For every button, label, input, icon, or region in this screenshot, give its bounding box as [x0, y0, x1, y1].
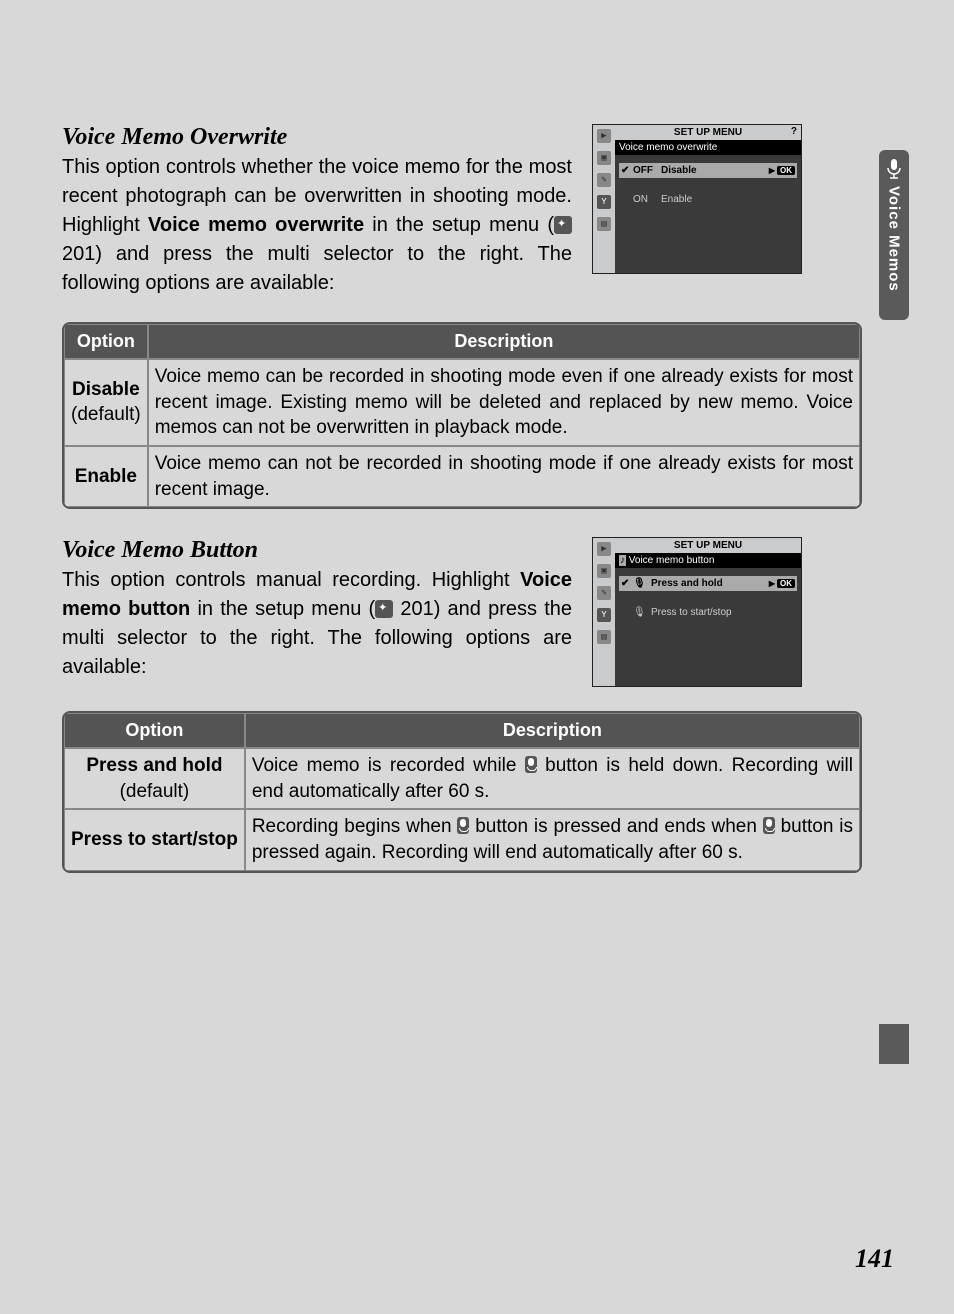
play-icon: ▶	[597, 542, 611, 556]
lcd-off-label: OFF	[633, 165, 661, 176]
section-title: Voice Memo Overwrite	[62, 124, 572, 151]
table-row-enable: Enable Voice memo can not be recorded in…	[64, 446, 860, 507]
play-icon: ▶	[597, 129, 611, 143]
wrench-icon: Y	[597, 608, 611, 622]
table-overwrite-options: Option Description Disable (default) Voi…	[62, 322, 862, 509]
lcd-title: SET UP MENU	[615, 538, 801, 553]
lcd-subtitle: ♪ Voice memo button	[615, 553, 801, 568]
side-tab: Voice Memos	[879, 150, 909, 320]
body-bold: Voice memo over­write	[148, 214, 364, 236]
lcd-main: SET UP MENU ♪ Voice memo button ✔ 🎙︎ Pre…	[615, 538, 801, 686]
check-icon: ✔	[621, 578, 633, 589]
body-text: in the setup menu (	[190, 598, 375, 620]
microphone-icon	[763, 817, 775, 834]
microphone-icon	[457, 817, 469, 834]
option-name: Press and hold	[86, 755, 222, 776]
table-header-row: Option Description	[64, 713, 860, 748]
manual-page: Voice Memos Voice Memo Overwrite This op…	[0, 0, 954, 1314]
table-header-description: Description	[245, 713, 860, 748]
lcd-screenshot-button: ▶ ▣ ✎ Y ▤ SET UP MENU ♪ Voice memo butto…	[592, 537, 802, 687]
play-arrow-icon: ▶	[769, 579, 775, 588]
lcd-title: SET UP MENU ?	[615, 125, 801, 140]
card-icon: ▤	[597, 630, 611, 644]
lcd-option-press-start-stop: 🎙︎ Press to start/stop	[619, 605, 797, 620]
mic-toggle-icon: 🎙︎	[633, 607, 651, 618]
option-cell: Disable (default)	[64, 359, 148, 446]
desc-text: Recording begins when	[252, 816, 458, 837]
option-cell: Press to start/stop	[64, 809, 245, 870]
play-arrow-icon: ▶	[769, 166, 775, 175]
wrench-icon: Y	[597, 195, 611, 209]
option-cell: Press and hold (default)	[64, 748, 245, 809]
table-row-press-hold: Press and hold (default) Voice memo is r…	[64, 748, 860, 809]
section-button: Voice Memo Button This option controls m…	[62, 537, 862, 687]
option-cell: Enable	[64, 446, 148, 507]
section-overwrite-text: Voice Memo Overwrite This option control…	[62, 124, 572, 298]
section-title: Voice Memo Button	[62, 537, 572, 564]
lcd-subtitle: Voice memo overwrite	[615, 140, 801, 155]
description-cell: Voice memo can not be recorded in shooti…	[148, 446, 860, 507]
section-body: This option controls whether the voice m…	[62, 153, 572, 298]
section-button-text: Voice Memo Button This option controls m…	[62, 537, 572, 682]
description-cell: Voice memo is recorded while button is h…	[245, 748, 860, 809]
lcd-body: ✔ OFF Disable ▶ OK ON Enable	[615, 155, 801, 273]
table-row-press-start-stop: Press to start/stop Recording begins whe…	[64, 809, 860, 870]
section-overwrite: Voice Memo Overwrite This option control…	[62, 124, 862, 298]
table-button-options: Option Description Press and hold (defau…	[62, 711, 862, 873]
lcd-sidebar: ▶ ▣ ✎ Y ▤	[593, 538, 615, 686]
page-content: Voice Memo Overwrite This option control…	[62, 124, 862, 901]
table-row-disable: Disable (default) Voice memo can be reco…	[64, 359, 860, 446]
mic-small-icon: ♪	[619, 555, 626, 566]
table-header-row: Option Description	[64, 324, 860, 359]
description-cell: Voice memo can be recorded in shooting m…	[148, 359, 860, 446]
lcd-option-label: Enable	[661, 194, 795, 205]
ok-badge: OK	[777, 579, 795, 588]
body-text: 201) and press the multi selector to the…	[62, 243, 572, 294]
option-default: (default)	[120, 781, 190, 802]
setup-menu-icon	[554, 216, 572, 234]
lcd-option-label: Press and hold	[651, 578, 769, 589]
option-name: Disable	[72, 379, 140, 400]
side-tab-label: Voice Memos	[886, 186, 903, 292]
ok-badge: OK	[777, 166, 795, 175]
microphone-icon	[525, 756, 537, 773]
pencil-icon: ✎	[597, 173, 611, 187]
option-default: (default)	[71, 404, 141, 425]
setup-menu-icon	[375, 600, 393, 618]
description-cell: Recording begins when button is pressed …	[245, 809, 860, 870]
lcd-title-text: SET UP MENU	[674, 127, 742, 138]
body-text: in the setup menu (	[364, 214, 554, 236]
camera-icon: ▣	[597, 564, 611, 578]
lcd-option-press-hold: ✔ 🎙︎ Press and hold ▶ OK	[619, 576, 797, 591]
table-header-option: Option	[64, 713, 245, 748]
lcd-option-disable: ✔ OFF Disable ▶ OK	[619, 163, 797, 178]
body-text: This option controls manual recording. H…	[62, 569, 520, 591]
lcd-option-label: Press to start/stop	[651, 607, 795, 618]
side-thumb-marker	[879, 1024, 909, 1064]
option-name: Press to start/stop	[71, 829, 238, 850]
table-header-option: Option	[64, 324, 148, 359]
table-header-description: Description	[148, 324, 860, 359]
card-icon: ▤	[597, 217, 611, 231]
pencil-icon: ✎	[597, 586, 611, 600]
option-name: Enable	[75, 466, 137, 487]
lcd-sidebar: ▶ ▣ ✎ Y ▤	[593, 125, 615, 273]
camera-icon: ▣	[597, 151, 611, 165]
lcd-main: SET UP MENU ? Voice memo overwrite ✔ OFF…	[615, 125, 801, 273]
desc-text: Voice memo is recorded while	[252, 755, 525, 776]
microphone-icon	[885, 158, 903, 180]
lcd-on-label: ON	[633, 194, 661, 205]
lcd-body: ✔ 🎙︎ Press and hold ▶ OK 🎙︎ Press to sta…	[615, 568, 801, 686]
page-number: 141	[855, 1244, 894, 1274]
check-icon: ✔	[621, 165, 633, 176]
section-body: This option controls manual recording. H…	[62, 566, 572, 682]
help-icon: ?	[791, 126, 797, 137]
lcd-subtitle-text: Voice memo button	[629, 555, 715, 566]
desc-text: button is pressed and ends when	[469, 816, 762, 837]
lcd-option-label: Disable	[661, 165, 769, 176]
mic-hold-icon: 🎙︎	[633, 578, 651, 589]
lcd-screenshot-overwrite: ▶ ▣ ✎ Y ▤ SET UP MENU ? Voice memo overw…	[592, 124, 802, 274]
lcd-option-enable: ON Enable	[619, 192, 797, 207]
